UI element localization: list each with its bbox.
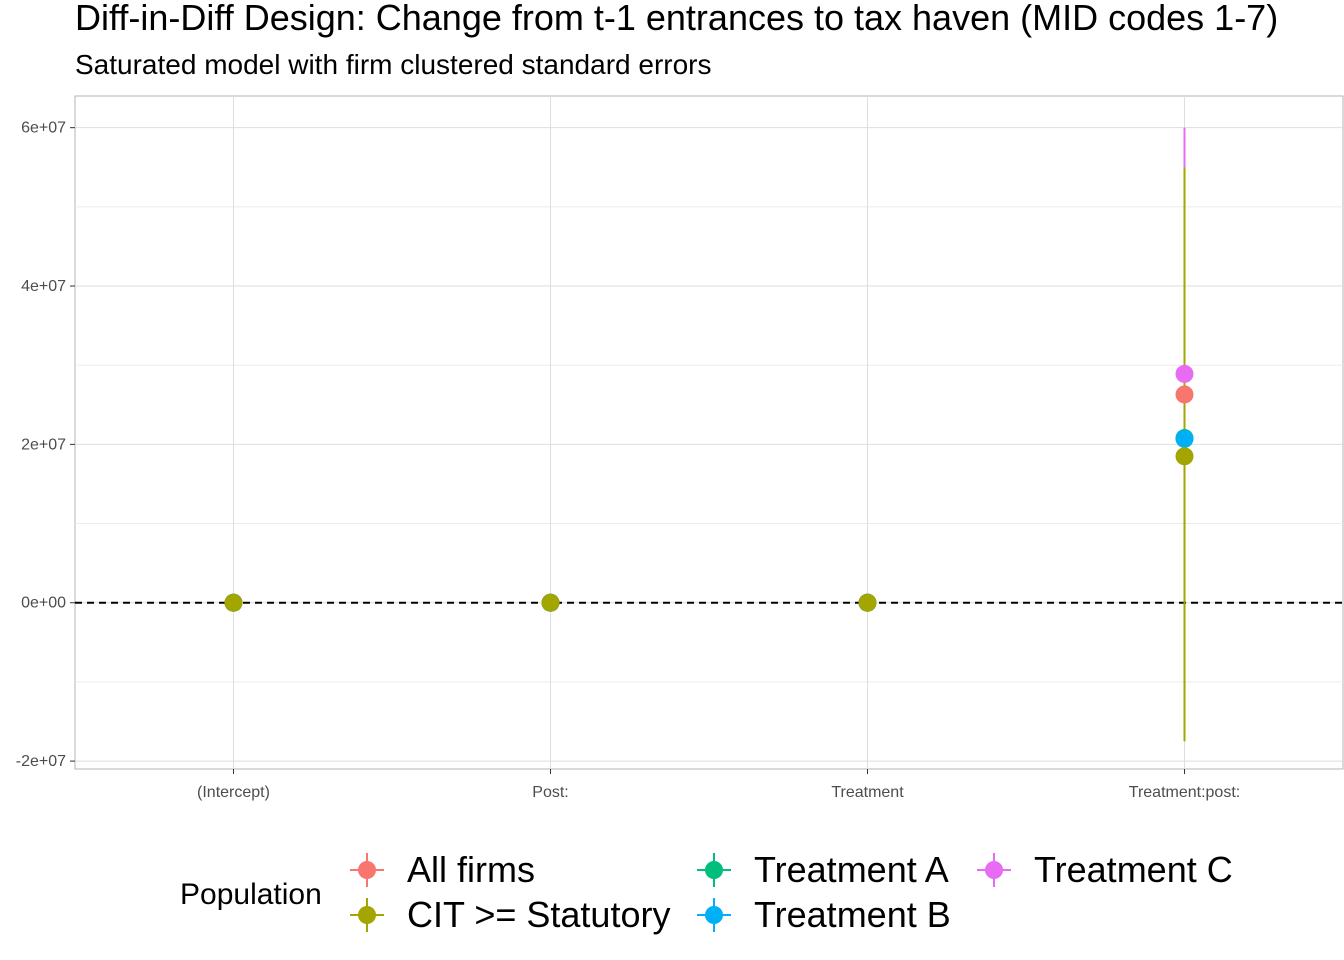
- x-tick-label: (Intercept): [197, 784, 270, 801]
- chart-title: Diff-in-Diff Design: Change from t-1 ent…: [75, 0, 1278, 38]
- legend-item: Treatment A: [697, 849, 949, 890]
- legend-item: Treatment C: [977, 849, 1233, 890]
- grid-lines: [75, 96, 1343, 769]
- y-tick-label: 0e+00: [21, 595, 66, 612]
- point-estimate: [1175, 447, 1194, 466]
- point-estimate: [1175, 429, 1194, 448]
- point-estimate: [1175, 385, 1194, 404]
- chart-subtitle: Saturated model with firm clustered stan…: [75, 49, 712, 80]
- y-axis: -2e+07 0e+00 2e+07 4e+07 6e+07: [16, 120, 75, 770]
- x-tick-label: Treatment: [831, 784, 904, 801]
- y-tick-label: 4e+07: [21, 278, 66, 295]
- legend-label: CIT >= Statutory: [407, 894, 670, 935]
- legend-label: All firms: [407, 849, 535, 890]
- point-estimate: [858, 593, 877, 612]
- legend-label: Treatment A: [754, 849, 949, 890]
- legend-item: All firms: [350, 849, 535, 890]
- legend-item: Treatment B: [697, 894, 951, 935]
- legend-label: Treatment C: [1034, 849, 1233, 890]
- legend-key-point: [705, 861, 723, 879]
- legend-key-point: [358, 906, 376, 924]
- legend-key-point: [985, 861, 1003, 879]
- y-tick-label: -2e+07: [16, 753, 66, 770]
- point-estimate: [541, 593, 560, 612]
- y-tick-label: 2e+07: [21, 436, 66, 453]
- y-tick-label: 6e+07: [21, 120, 66, 137]
- legend-title: Population: [180, 878, 322, 911]
- x-axis: (Intercept) Post: Treatment Treatment:post:: [197, 769, 1240, 801]
- legend-label: Treatment B: [754, 894, 951, 935]
- x-tick-label: Post:: [532, 784, 568, 801]
- plot-panel: [74, 95, 1344, 770]
- legend-item: CIT >= Statutory: [350, 894, 670, 935]
- legend-key-point: [358, 861, 376, 879]
- x-tick-label: Treatment:post:: [1129, 784, 1240, 801]
- point-estimate: [1175, 364, 1194, 383]
- point-estimates: [224, 364, 1194, 612]
- point-estimate: [224, 593, 243, 612]
- legend-key-point: [705, 906, 723, 924]
